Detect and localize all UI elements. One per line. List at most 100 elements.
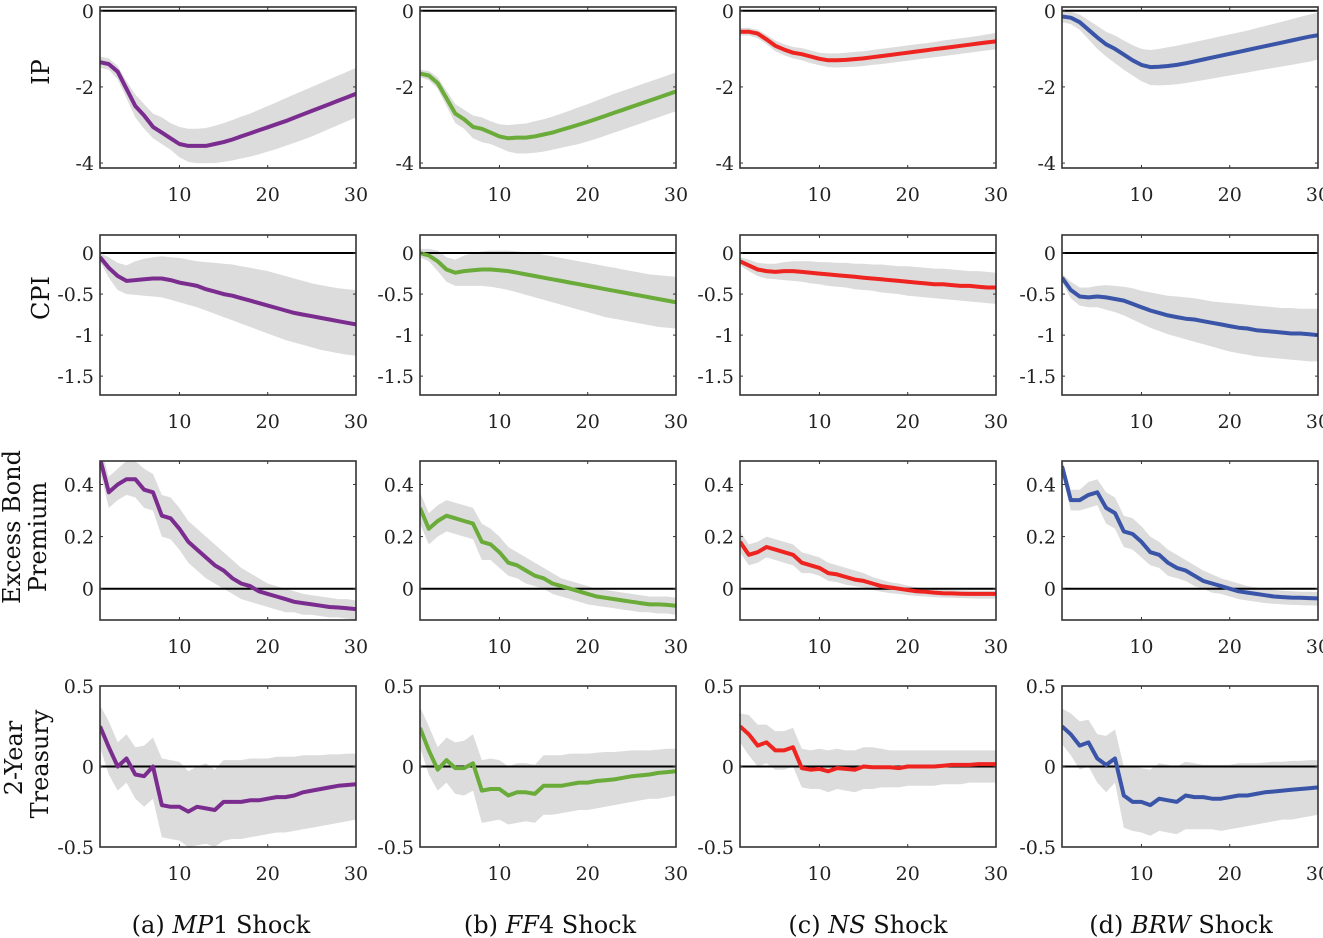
confidence-band bbox=[100, 461, 356, 620]
x-tick-label: 10 bbox=[807, 411, 831, 433]
irf-line bbox=[420, 507, 676, 608]
x-tick-label: 10 bbox=[487, 863, 511, 885]
y-tick-label: 0 bbox=[402, 1, 414, 23]
x-tick-label: 30 bbox=[664, 184, 688, 206]
row-label-line: Treasury bbox=[26, 709, 54, 818]
y-tick-label: 0.5 bbox=[704, 676, 734, 698]
irf-line bbox=[100, 255, 356, 327]
irf-line bbox=[740, 29, 996, 63]
plot-area bbox=[420, 9, 676, 154]
irf-line bbox=[1062, 14, 1318, 70]
x-tick-label: 30 bbox=[984, 411, 1008, 433]
y-tick-label: 0 bbox=[402, 757, 414, 779]
y-tick-label: -2 bbox=[75, 77, 94, 99]
irf-line bbox=[1062, 465, 1318, 601]
y-tick-label: 0 bbox=[1044, 1, 1056, 23]
axes-frame bbox=[1061, 6, 1319, 169]
x-tick-label: 20 bbox=[576, 636, 600, 658]
caption-shock: BRW bbox=[1130, 911, 1193, 938]
x-tick-label: 20 bbox=[256, 184, 280, 206]
irf-line bbox=[420, 71, 676, 141]
x-tick-label: 20 bbox=[576, 411, 600, 433]
x-tick-label: 20 bbox=[896, 636, 920, 658]
row-label-line: CPI bbox=[27, 276, 55, 320]
confidence-band bbox=[420, 69, 676, 154]
y-tick-label: -0.5 bbox=[1019, 284, 1056, 306]
confidence-band bbox=[100, 56, 356, 164]
confidence-band bbox=[420, 248, 676, 329]
panel-brw-2: 10 20 30 0 0.2 0.4 bbox=[1026, 460, 1323, 658]
y-tick-label: 0 bbox=[402, 579, 414, 601]
y-tick-label: 0 bbox=[82, 1, 94, 23]
plot-area bbox=[100, 705, 356, 847]
x-tick-label: 10 bbox=[487, 636, 511, 658]
y-tick-label: 0 bbox=[1044, 243, 1056, 265]
x-tick-label: 30 bbox=[344, 411, 368, 433]
x-tick-label: 30 bbox=[344, 184, 368, 206]
plot-area bbox=[740, 9, 996, 68]
irf-line bbox=[420, 251, 676, 305]
y-tick-label: 0.2 bbox=[384, 527, 414, 549]
x-tick-label: 10 bbox=[1129, 636, 1153, 658]
panel-brw-0: 10 20 30 0 -2 -4 bbox=[1037, 1, 1323, 206]
panel-mp1-0: 10 20 30 0 -2 -4 bbox=[75, 1, 368, 206]
y-tick-label: -4 bbox=[395, 153, 414, 175]
panel-ff4-1: 10 20 30 0 -0.5 -1 -1.5 bbox=[377, 234, 688, 433]
axes-frame bbox=[99, 460, 357, 621]
y-tick-label: -0.5 bbox=[697, 837, 734, 859]
axes-frame bbox=[739, 460, 997, 621]
plot-area bbox=[420, 492, 676, 615]
y-tick-label: -0.5 bbox=[57, 837, 94, 859]
x-tick-label: 10 bbox=[167, 184, 191, 206]
caption-b: (b) FF4 Shock bbox=[464, 911, 637, 938]
irf-line bbox=[100, 461, 356, 612]
panel-ns-1: 10 20 30 0 -0.5 -1 -1.5 bbox=[697, 234, 1008, 433]
row-label-ebp: Excess Bond Premium bbox=[0, 450, 52, 604]
plot-area bbox=[1062, 461, 1318, 606]
plot-area bbox=[1062, 252, 1318, 362]
x-tick-label: 20 bbox=[1218, 636, 1242, 658]
irf-line bbox=[420, 727, 676, 798]
panel-mp1-3: 10 20 30 0.5 0 -0.5 bbox=[57, 676, 368, 885]
axes-frame bbox=[1061, 460, 1319, 621]
y-tick-label: -1 bbox=[75, 325, 94, 347]
x-tick-label: 20 bbox=[896, 863, 920, 885]
caption-c: (c) NS Shock bbox=[788, 911, 948, 938]
y-tick-label: 0.5 bbox=[64, 676, 94, 698]
x-tick-label: 20 bbox=[896, 184, 920, 206]
row-label-line: IP bbox=[27, 59, 55, 85]
x-tick-label: 20 bbox=[576, 863, 600, 885]
caption-shock: NS bbox=[827, 911, 865, 938]
axes-frame bbox=[419, 6, 677, 169]
x-tick-label: 30 bbox=[664, 411, 688, 433]
panel-ff4-3: 10 20 30 0.5 0 -0.5 bbox=[377, 676, 688, 885]
x-tick-label: 10 bbox=[167, 411, 191, 433]
y-tick-label: -0.5 bbox=[697, 284, 734, 306]
y-tick-label: 0.4 bbox=[704, 474, 734, 496]
caption-suffix: 4 Shock bbox=[539, 911, 637, 938]
caption-prefix: (b) bbox=[464, 911, 506, 938]
y-tick-label: 0 bbox=[722, 757, 734, 779]
confidence-band bbox=[740, 713, 996, 793]
y-tick-label: -0.5 bbox=[377, 837, 414, 859]
x-tick-label: 30 bbox=[1306, 636, 1323, 658]
row-label-2y: 2-Year Treasury bbox=[0, 709, 54, 818]
x-tick-label: 10 bbox=[1129, 184, 1153, 206]
irf-line bbox=[100, 60, 356, 148]
panel-ns-2: 10 20 30 0 0.2 0.4 bbox=[704, 460, 1008, 658]
confidence-band bbox=[420, 492, 676, 615]
caption-suffix: 1 Shock bbox=[213, 911, 311, 938]
x-tick-label: 30 bbox=[344, 636, 368, 658]
row-label-ip: IP bbox=[27, 59, 55, 85]
plot-area bbox=[100, 461, 356, 620]
irf-line bbox=[740, 259, 996, 290]
x-tick-label: 30 bbox=[1306, 411, 1323, 433]
y-tick-label: 0 bbox=[402, 243, 414, 265]
plot-area bbox=[1062, 9, 1318, 86]
y-tick-label: -2 bbox=[395, 77, 414, 99]
plot-area bbox=[740, 252, 996, 304]
axes-frame bbox=[99, 234, 357, 396]
y-tick-label: -4 bbox=[715, 153, 734, 175]
